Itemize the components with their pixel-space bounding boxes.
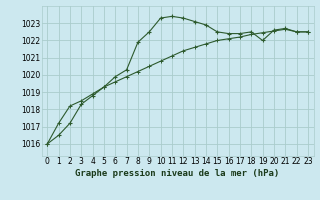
X-axis label: Graphe pression niveau de la mer (hPa): Graphe pression niveau de la mer (hPa) [76,169,280,178]
